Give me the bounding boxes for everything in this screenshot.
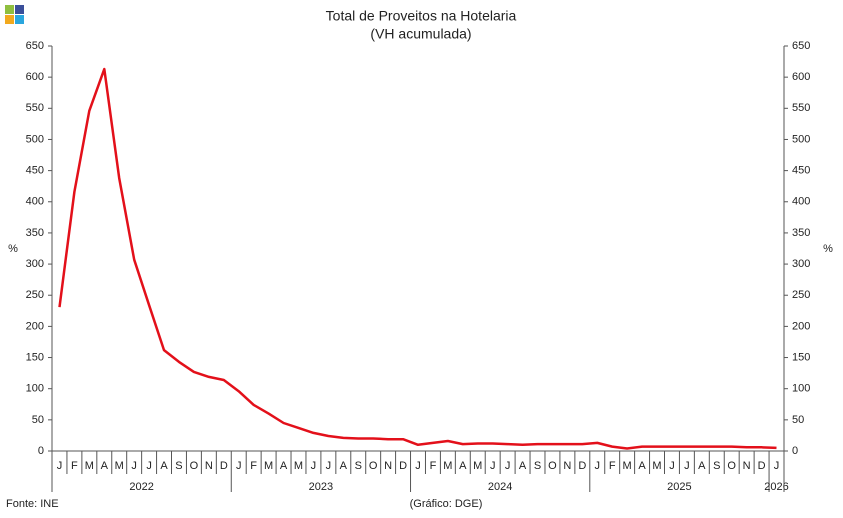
x-tick-label: F (609, 460, 616, 472)
y-tick-label: 150 (26, 351, 44, 363)
x-tick-label: J (774, 460, 780, 472)
x-tick-label: J (415, 460, 421, 472)
x-tick-label: J (57, 460, 63, 472)
y-axis-label: % (8, 243, 18, 255)
year-label: 2025 (667, 481, 691, 493)
y2-axis-label: % (823, 243, 833, 255)
x-tick-label: N (743, 460, 751, 472)
y2-tick-label: 50 (792, 414, 804, 426)
y-tick-label: 350 (26, 227, 44, 239)
x-tick-label: D (578, 460, 586, 472)
y2-tick-label: 150 (792, 351, 810, 363)
y2-tick-label: 650 (792, 40, 810, 52)
y-tick-label: 550 (26, 102, 44, 114)
x-tick-label: N (205, 460, 213, 472)
x-tick-label: M (623, 460, 632, 472)
x-tick-label: J (490, 460, 496, 472)
year-label: 2023 (309, 481, 333, 493)
x-tick-label: S (534, 460, 541, 472)
y-tick-label: 50 (32, 414, 44, 426)
x-tick-label: A (340, 460, 348, 472)
x-tick-label: N (563, 460, 571, 472)
x-tick-label: M (443, 460, 452, 472)
x-tick-label: J (684, 460, 690, 472)
year-label: 2022 (129, 481, 153, 493)
y2-tick-label: 300 (792, 258, 810, 270)
x-tick-label: O (727, 460, 736, 472)
x-tick-label: J (505, 460, 511, 472)
y2-tick-label: 600 (792, 71, 810, 83)
x-tick-label: A (638, 460, 646, 472)
x-tick-label: F (430, 460, 437, 472)
x-tick-label: A (519, 460, 527, 472)
x-tick-label: A (698, 460, 706, 472)
x-tick-label: A (280, 460, 288, 472)
x-tick-label: M (294, 460, 303, 472)
x-tick-label: J (595, 460, 601, 472)
y-tick-label: 100 (26, 383, 44, 395)
x-tick-label: N (384, 460, 392, 472)
source: Fonte: INE (6, 498, 59, 510)
chart-title: Total de Proveitos na Hotelaria (326, 8, 517, 24)
x-tick-label: A (101, 460, 109, 472)
x-tick-label: D (399, 460, 407, 472)
x-tick-label: J (311, 460, 317, 472)
y2-tick-label: 100 (792, 383, 810, 395)
y2-tick-label: 450 (792, 165, 810, 177)
logo (5, 5, 24, 24)
y-tick-label: 250 (26, 289, 44, 301)
y-tick-label: 650 (26, 40, 44, 52)
x-tick-label: S (713, 460, 720, 472)
x-tick-label: O (369, 460, 378, 472)
y2-tick-label: 250 (792, 289, 810, 301)
x-tick-label: F (250, 460, 257, 472)
x-tick-label: M (652, 460, 661, 472)
chart-subtitle: (VH acumulada) (370, 26, 471, 42)
x-tick-label: S (175, 460, 182, 472)
y-tick-label: 200 (26, 320, 44, 332)
x-tick-label: D (220, 460, 228, 472)
y-tick-label: 400 (26, 196, 44, 208)
x-tick-label: M (115, 460, 124, 472)
x-tick-label: J (326, 460, 332, 472)
year-label: 2024 (488, 481, 512, 493)
x-tick-label: A (459, 460, 467, 472)
y-tick-label: 0 (38, 445, 44, 457)
x-tick-label: D (758, 460, 766, 472)
x-tick-label: F (71, 460, 78, 472)
x-tick-label: O (190, 460, 199, 472)
x-tick-label: J (669, 460, 675, 472)
y2-tick-label: 500 (792, 133, 810, 145)
y-tick-label: 300 (26, 258, 44, 270)
y2-tick-label: 400 (792, 196, 810, 208)
x-tick-label: O (548, 460, 557, 472)
y2-tick-label: 350 (792, 227, 810, 239)
y2-tick-label: 550 (792, 102, 810, 114)
y-tick-label: 450 (26, 165, 44, 177)
x-tick-label: M (264, 460, 273, 472)
credit: (Gráfico: DGE) (410, 498, 483, 510)
y2-tick-label: 200 (792, 320, 810, 332)
y-tick-label: 500 (26, 133, 44, 145)
y2-tick-label: 0 (792, 445, 798, 457)
x-tick-label: A (160, 460, 168, 472)
x-tick-label: J (131, 460, 137, 472)
x-tick-label: J (236, 460, 242, 472)
line-series (58, 67, 777, 450)
y-tick-label: 600 (26, 71, 44, 83)
x-tick-label: S (355, 460, 362, 472)
x-tick-label: M (473, 460, 482, 472)
x-tick-label: J (146, 460, 152, 472)
year-label: 2026 (764, 481, 788, 493)
x-tick-label: M (85, 460, 94, 472)
